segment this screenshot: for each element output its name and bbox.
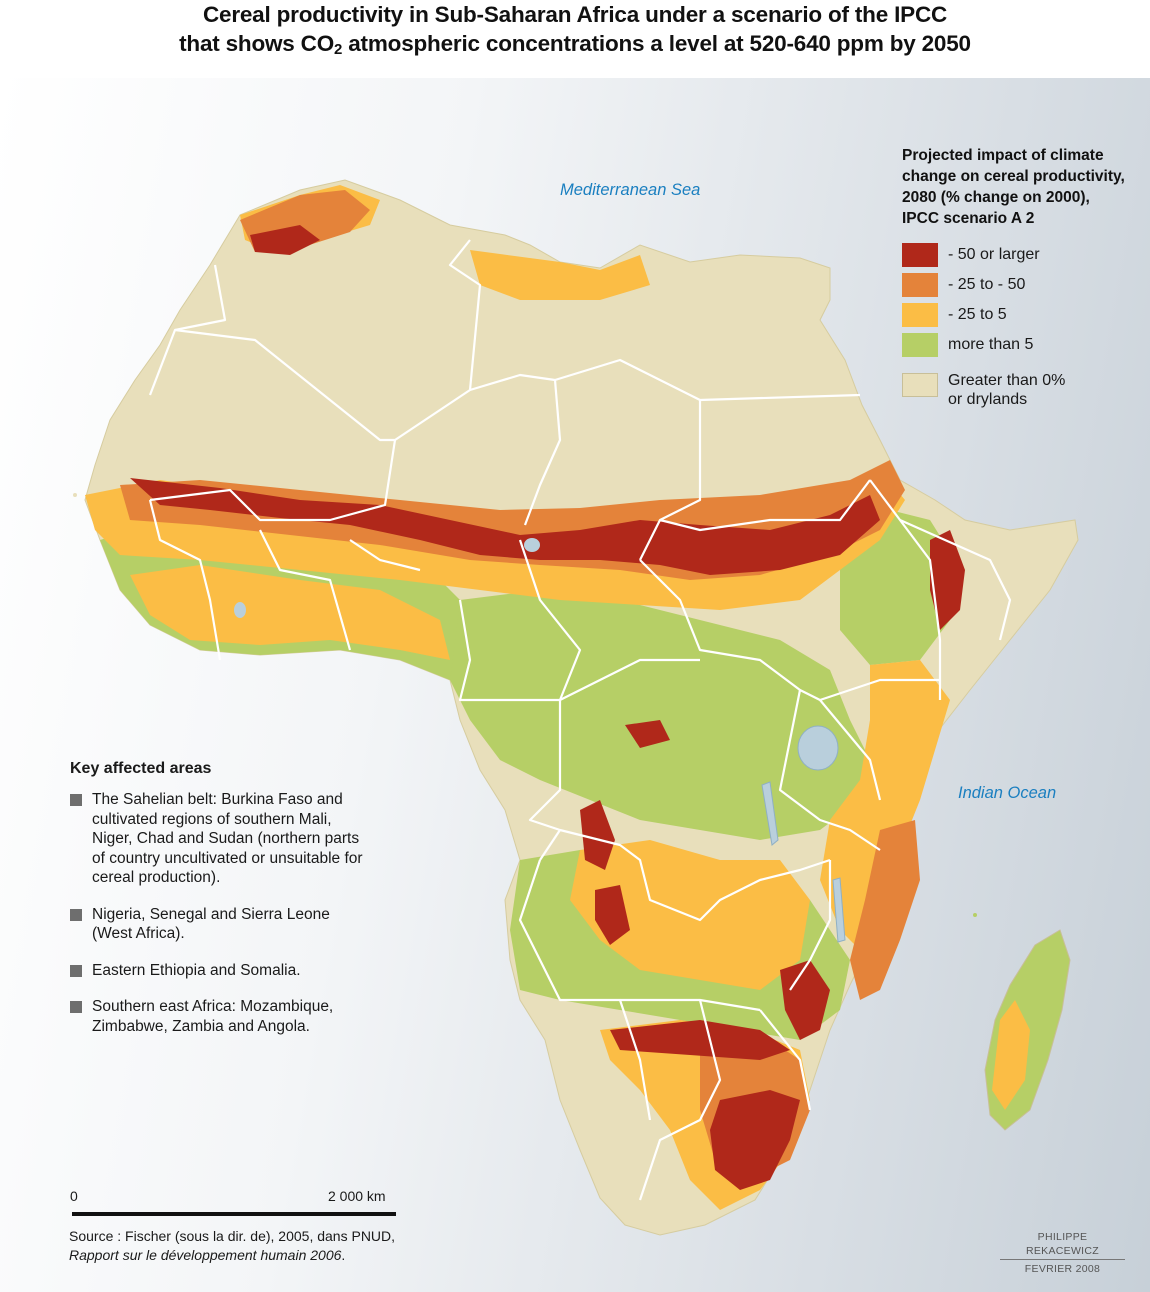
- title-line-2-suffix: atmospheric concentrations a level at 52…: [342, 31, 971, 56]
- legend-item-moderate: - 25 to 5: [902, 303, 1147, 333]
- sahel-red-belt: [130, 478, 880, 575]
- bullet-square: [70, 908, 82, 921]
- legend-swatch-severe: [902, 243, 938, 267]
- lake-volta: [234, 602, 246, 618]
- malawi-red: [780, 960, 830, 1040]
- scale-bar: 0 2 000 km: [70, 1188, 410, 1218]
- north-yellow-1: [470, 250, 650, 300]
- source-note: Source : Fischer (sous la dir. de), 2005…: [69, 1227, 395, 1265]
- mozambique-red: [710, 1090, 800, 1190]
- cape-verde-islands: [73, 493, 77, 497]
- legend-label-positive: more than 5: [948, 336, 1034, 353]
- legend-item-high: - 25 to - 50: [902, 273, 1147, 303]
- credit-author: PHILIPPE REKACEWICZ: [1000, 1230, 1125, 1260]
- key-item-text: The Sahelian belt: Burkina Faso and cult…: [92, 791, 363, 886]
- somalia-red: [930, 530, 965, 630]
- title-line-2: that shows CO2 atmospheric concentration…: [0, 29, 1150, 58]
- legend-label-dryland: Greater than 0% or drylands: [948, 372, 1066, 408]
- country-borders: [148, 239, 1012, 1201]
- credit-date: FEVRIER 2008: [1024, 1263, 1101, 1275]
- morocco-red: [250, 225, 320, 255]
- mediterranean-sea-label: Mediterranean Sea: [560, 181, 701, 199]
- author-credit: PHILIPPE REKACEWICZ FEVRIER 2008: [1000, 1230, 1125, 1276]
- comoros-islands: [973, 913, 977, 917]
- east-coast-orange: [850, 820, 920, 1000]
- indian-ocean-label: Indian Ocean: [958, 784, 1057, 802]
- angola-red-2: [595, 885, 630, 945]
- lake-malawi: [832, 877, 846, 943]
- legend-swatch-high: [902, 273, 938, 297]
- source-line-2: Rapport sur le développement humain 2006…: [69, 1246, 395, 1265]
- madagascar-yellow: [992, 1000, 1030, 1110]
- map-title: Cereal productivity in Sub-Saharan Afric…: [0, 0, 1150, 78]
- source-line-2-end: .: [341, 1247, 346, 1263]
- key-affected-areas: Key affected areas The Sahelian belt: Bu…: [70, 760, 370, 1053]
- legend-label-moderate: - 25 to 5: [948, 306, 1007, 323]
- west-coast-yellow: [130, 565, 450, 660]
- source-line-1: Source : Fischer (sous la dir. de), 2005…: [69, 1228, 396, 1244]
- title-line-1: Cereal productivity in Sub-Saharan Afric…: [202, 2, 948, 27]
- zambia-red: [610, 1020, 790, 1060]
- key-item-text: Southern east Africa: Mozambique, Zimbab…: [92, 998, 334, 1035]
- bullet-square: [70, 1001, 82, 1013]
- legend-label-severe: - 50 or larger: [948, 246, 1040, 263]
- legend-swatch-positive: [902, 333, 938, 357]
- scale-zero-label: 0: [70, 1188, 78, 1204]
- title-line-2-prefix: that shows CO: [179, 31, 335, 56]
- key-item-text: Nigeria, Senegal and Sierra Leone (West …: [92, 905, 330, 943]
- lake-victoria: [797, 725, 839, 771]
- east-africa-yellow: [820, 660, 950, 950]
- legend-label-high: - 25 to - 50: [948, 276, 1026, 293]
- legend-title: Projected impact of climate change on ce…: [902, 147, 1125, 227]
- ethiopia-green: [840, 510, 955, 665]
- source-report-title: Rapport sur le développement humain 2006: [69, 1247, 342, 1263]
- africa-map: [73, 179, 1079, 1236]
- bullet-square: [70, 964, 82, 977]
- legend-item-positive: more than 5: [902, 333, 1147, 363]
- scale-line: [72, 1212, 396, 1216]
- key-title: Key affected areas: [70, 760, 212, 777]
- bullet-square: [70, 794, 82, 806]
- key-item-text: Eastern Ethiopia and Somalia.: [92, 961, 301, 979]
- key-item: Nigeria, Senegal and Sierra Leone (West …: [70, 905, 370, 944]
- drc-red: [625, 720, 670, 748]
- legend-item-dryland: Greater than 0% or drylands: [902, 371, 1147, 415]
- legend-swatch-dryland: [902, 373, 938, 397]
- key-item: The Sahelian belt: Burkina Faso and cult…: [70, 790, 370, 888]
- legend: Projected impact of climate change on ce…: [902, 145, 1147, 415]
- key-item: Southern east Africa: Mozambique, Zimbab…: [70, 997, 370, 1036]
- map-panel: Mediterranean Sea Indian Ocean: [0, 78, 1150, 1292]
- title-co2-subscript: 2: [334, 41, 343, 58]
- lake-tanganyika: [761, 781, 779, 846]
- central-africa-green: [450, 590, 870, 840]
- angola-red: [580, 800, 615, 870]
- scale-max-label: 2 000 km: [328, 1188, 386, 1204]
- legend-swatch-moderate: [902, 303, 938, 327]
- lake-chad: [524, 538, 540, 552]
- key-item: Eastern Ethiopia and Somalia.: [70, 961, 370, 981]
- legend-item-severe: - 50 or larger: [902, 243, 1147, 273]
